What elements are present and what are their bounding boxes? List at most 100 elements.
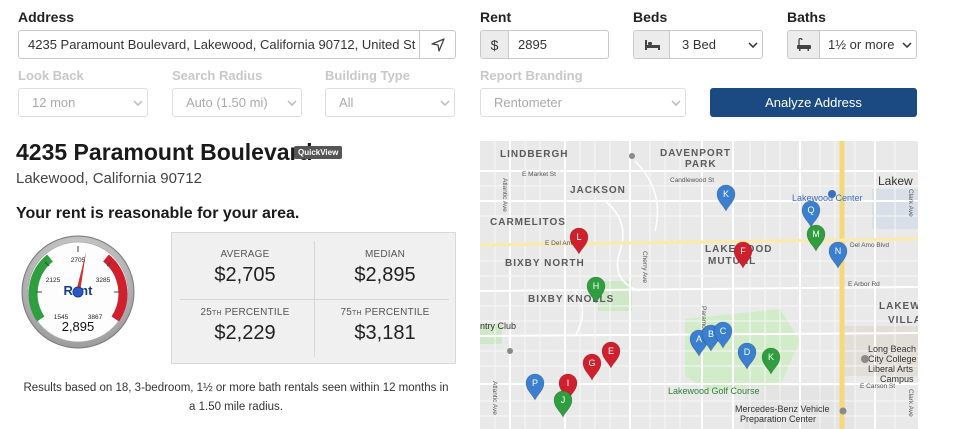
map-marker-e[interactable]: E (601, 341, 621, 369)
street-label: E Del Amo (545, 240, 576, 247)
school-icon (861, 355, 869, 363)
building-type-select[interactable]: All (325, 88, 455, 117)
address-value: 4235 Paramount Boulevard, Lakewood, Cali… (28, 37, 416, 52)
map-label-lakewood-village: VILLA (888, 315, 918, 326)
map-label-bixby-north: BIXBY NORTH (505, 258, 585, 269)
map-marker-label: D (744, 347, 751, 357)
beds-select[interactable]: 3 Bed (633, 30, 763, 59)
street-label: Atlantic Ave (501, 178, 508, 212)
chevron-down-icon (436, 99, 454, 106)
gauge-tick-1545: 1545 (54, 314, 69, 321)
building-type-value: All (339, 95, 354, 110)
map-marker-k[interactable]: K (716, 184, 736, 212)
map-marker-q[interactable]: Q (801, 200, 821, 228)
park-area (480, 324, 502, 344)
map-marker-l[interactable]: L (569, 227, 589, 255)
lookback-value: 12 mon (32, 95, 76, 110)
analyze-address-button[interactable]: Analyze Address (710, 88, 917, 117)
map-label-country-club: ntry Club (480, 321, 516, 331)
map-marker-label: J (561, 395, 566, 405)
median-stat: MEDIAN $2,895 (314, 233, 456, 297)
map-marker-label: K (768, 352, 774, 362)
p75-number: 75 (340, 307, 352, 318)
address-input[interactable]: 4235 Paramount Boulevard, Lakewood, Cali… (18, 30, 456, 59)
map-marker-n[interactable]: N (828, 241, 848, 269)
verdict-text: Your rent is reasonable for your area. (16, 205, 300, 222)
map-marker-label: N (835, 246, 842, 256)
gauge-value: 2,895 (62, 319, 95, 334)
results-note: Results based on 18, 3-bedroom, 1½ or mo… (23, 382, 449, 413)
baths-select[interactable]: 1½ or more (787, 30, 917, 59)
p75-stat: 75TH PERCENTILE $3,181 (314, 291, 456, 355)
radius-select[interactable]: Auto (1.50 mi) (172, 88, 302, 117)
map-label-mercedes: Preparation Center (740, 414, 816, 424)
map-marker-k[interactable]: K (761, 347, 781, 375)
bed-icon (634, 31, 670, 58)
street-label: Paramount (700, 306, 707, 338)
chevron-down-icon (744, 41, 762, 48)
map-label-davenport: DAVENPORT (660, 148, 731, 159)
street-label: Candlewood St (670, 177, 714, 184)
map-label-mercedes: Mercedes-Benz Vehicle (735, 404, 830, 414)
marker-layer[interactable]: K Q M N L F H A B C D K E G P IJ (525, 184, 848, 418)
average-label: AVERAGE (220, 249, 270, 260)
branding-value: Rentometer (494, 95, 562, 110)
map-marker-i[interactable]: I (558, 373, 578, 401)
chevron-down-icon (667, 99, 685, 106)
street-label: Cherry Ave (641, 251, 648, 283)
map-marker-label: E (608, 346, 614, 356)
rent-gauge: 2705 2125 3285 1545 3867 Rent 2,895 (20, 234, 136, 350)
baths-label: Baths (787, 9, 826, 25)
gauge-tick-3285: 3285 (96, 277, 111, 284)
map-marker-h[interactable]: H (586, 276, 606, 304)
rentals-map[interactable]: LINDBERGH DAVENPORT PARK JACKSON CARMELI… (480, 141, 918, 429)
map-marker-j[interactable]: J (553, 390, 573, 418)
map-label-golf-course: Lakewood Golf Course (668, 386, 760, 396)
map-label-lindbergh: LINDBERGH (500, 149, 568, 160)
street-label: Clark Ave (907, 389, 914, 417)
map-marker-label: C (720, 326, 727, 336)
map-marker-p[interactable]: P (525, 373, 545, 401)
rent-input[interactable]: $ 2895 (480, 30, 609, 59)
shopping-icon (828, 190, 836, 198)
street-label: Del Amo Blvd (850, 242, 889, 249)
branding-select[interactable]: Rentometer (480, 88, 686, 117)
map-label-lakewood-mutual: MUTUAL (708, 256, 756, 267)
branding-label: Report Branding (480, 68, 583, 83)
map-marker-g[interactable]: G (582, 353, 602, 381)
chevron-down-icon (898, 41, 916, 48)
gauge-tick-3867: 3867 (88, 314, 103, 321)
map-marker-f[interactable]: F (733, 241, 753, 269)
map-marker-label: A (696, 334, 702, 344)
average-stat: AVERAGE $2,705 (174, 233, 316, 297)
lookback-label: Look Back (18, 68, 84, 83)
map-label-park: PARK (685, 159, 717, 170)
page-subtitle: Lakewood, California 90712 (16, 170, 202, 187)
map-marker-label: I (567, 378, 570, 388)
page-title: 4235 Paramount Boulevard (16, 139, 313, 165)
map-marker-label: G (588, 358, 595, 368)
location-arrow-icon[interactable] (419, 31, 455, 58)
chevron-down-icon (283, 99, 301, 106)
average-value: $2,705 (214, 264, 276, 286)
median-label: MEDIAN (364, 249, 406, 260)
beds-label: Beds (633, 9, 668, 25)
quickview-badge[interactable]: QuickView (294, 146, 343, 159)
p75-value: $3,181 (354, 322, 416, 344)
chevron-down-icon (129, 99, 147, 106)
map-marker-label: L (576, 232, 581, 242)
p25-suffix: TH (212, 310, 222, 317)
median-value: $2,895 (354, 264, 416, 286)
radius-label: Search Radius (172, 68, 263, 83)
map-label-carmelitos: CARMELITOS (490, 217, 566, 228)
bathtub-icon (788, 31, 820, 58)
major-road (480, 237, 918, 247)
map-marker-c[interactable]: C (713, 321, 733, 349)
map-marker-label: P (532, 378, 538, 388)
map-label-lakewood-center: Lakewood Center (792, 193, 863, 203)
street-label: Atlantic Ave (491, 381, 498, 415)
p25-number: 25 (200, 307, 212, 318)
map-marker-d[interactable]: D (737, 342, 757, 370)
lookback-select[interactable]: 12 mon (18, 88, 148, 117)
map-marker-m[interactable]: M (806, 224, 826, 252)
